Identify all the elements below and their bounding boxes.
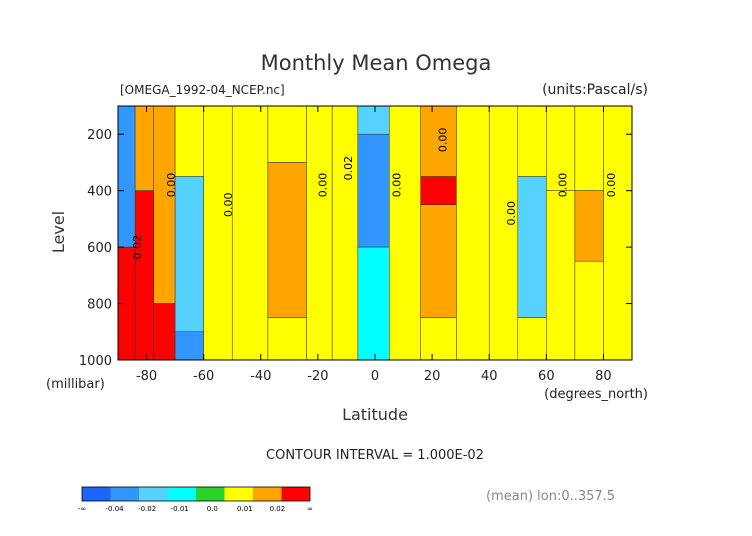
contour-label: 0.00 (605, 173, 618, 198)
file-label: [OMEGA_1992-04_NCEP.nc] (120, 83, 285, 97)
contour-cell (174, 331, 204, 361)
contour-cell (153, 105, 176, 304)
contour-cell (331, 105, 359, 361)
y-axis-label: Level (49, 211, 68, 253)
contour-label: 0.00 (222, 193, 235, 218)
footer-note: (mean) lon:0..357.5 (486, 489, 615, 504)
plot-area (117, 105, 633, 361)
colorbar: -∞ -0.04 -0.02 -0.01 0.0 0.01 0.02 ∞ (78, 486, 313, 513)
contour-cell (488, 105, 519, 361)
contour-label: 0.00 (165, 173, 178, 198)
contour-cell (546, 190, 576, 361)
colorbar-swatch (82, 487, 111, 501)
colorbar-swatch (196, 487, 225, 501)
y-tick-label: 200 (87, 128, 112, 143)
contour-cell (389, 105, 421, 361)
colorbar-label: ∞ (307, 505, 313, 513)
contour-cell (420, 176, 457, 206)
contour-interval-text: CONTOUR INTERVAL = 1.000E-02 (266, 448, 484, 463)
x-axis: -80 -60 -40 -20 0 20 40 60 80 (136, 106, 612, 384)
colorbar-swatch (281, 487, 310, 501)
contour-cell (153, 303, 176, 361)
contour-cell (574, 190, 604, 262)
y-tick-label: 600 (87, 241, 112, 256)
colorbar-label: 0.02 (270, 505, 286, 513)
contour-cell (357, 133, 390, 248)
y-unit-label: (millibar) (46, 377, 105, 392)
contour-cell (134, 190, 154, 361)
contour-label: 0.00 (436, 128, 449, 153)
colorbar-label: -0.01 (171, 505, 189, 513)
contour-cell (420, 317, 457, 361)
contour-cell (203, 105, 233, 361)
contour-cell (357, 246, 390, 361)
contour-cell (574, 105, 604, 191)
contour-label: 0.00 (505, 201, 518, 226)
contour-cell (420, 204, 457, 318)
contour-cell (603, 105, 633, 361)
contour-label: 0.00 (391, 173, 404, 198)
contour-cell (231, 105, 269, 361)
colorbar-label: 0.0 (207, 505, 218, 513)
contour-cell (174, 105, 204, 177)
colorbar-swatch (167, 487, 196, 501)
x-tick-label: -80 (136, 369, 157, 384)
colorbar-swatch (253, 487, 282, 501)
colorbar-frame (81, 486, 311, 502)
contour-cell (517, 105, 547, 177)
x-tick-label: -60 (193, 369, 214, 384)
x-tick-label: -20 (307, 369, 328, 384)
chart-title: Monthly Mean Omega (261, 51, 492, 75)
colorbar-label: 0.01 (237, 505, 253, 513)
x-tick-label: 40 (481, 369, 498, 384)
contour-cell (306, 105, 333, 361)
y-tick-label: 400 (87, 185, 112, 200)
contour-cell (134, 105, 154, 191)
y-tick-label: 800 (87, 298, 112, 313)
contour-label: 0.00 (556, 173, 569, 198)
colorbar-swatch (139, 487, 168, 501)
contour-cell (574, 260, 604, 361)
colorbar-label: -0.04 (106, 505, 125, 513)
x-tick-label: 60 (538, 369, 555, 384)
y-axis: 200 400 600 800 1000 (79, 128, 632, 369)
contour-cell (267, 105, 307, 163)
contour-cell (267, 317, 307, 361)
contour-cell (357, 105, 390, 135)
contour-cell (517, 317, 547, 361)
units-label: (units:Pascal/s) (542, 82, 648, 98)
contour-cell (117, 105, 136, 248)
x-tick-label: 80 (595, 369, 612, 384)
colorbar-label: -0.02 (138, 505, 156, 513)
contour-label: 0.00 (316, 173, 329, 198)
x-unit-label: (degrees_north) (544, 387, 648, 402)
x-tick-label: -40 (250, 369, 271, 384)
x-tick-label: 20 (424, 369, 441, 384)
contour-cell (517, 176, 547, 318)
colorbar-swatch (224, 487, 253, 501)
colorbar-swatch (110, 487, 139, 501)
contour-cell (174, 176, 204, 333)
colorbar-label: -∞ (78, 505, 86, 513)
contour-label: 0.02 (342, 156, 355, 181)
x-axis-label: Latitude (342, 405, 408, 424)
contour-label: 0.02 (131, 235, 144, 260)
contour-cell (267, 162, 307, 318)
contour-labels: 0.02 0.00 0.00 0.02 0.00 0.00 0.00 0.00 0.00 0.00 (131, 128, 618, 260)
contour-cell (456, 105, 490, 361)
y-tick-label: 1000 (79, 354, 112, 369)
x-tick-label: 0 (371, 369, 379, 384)
